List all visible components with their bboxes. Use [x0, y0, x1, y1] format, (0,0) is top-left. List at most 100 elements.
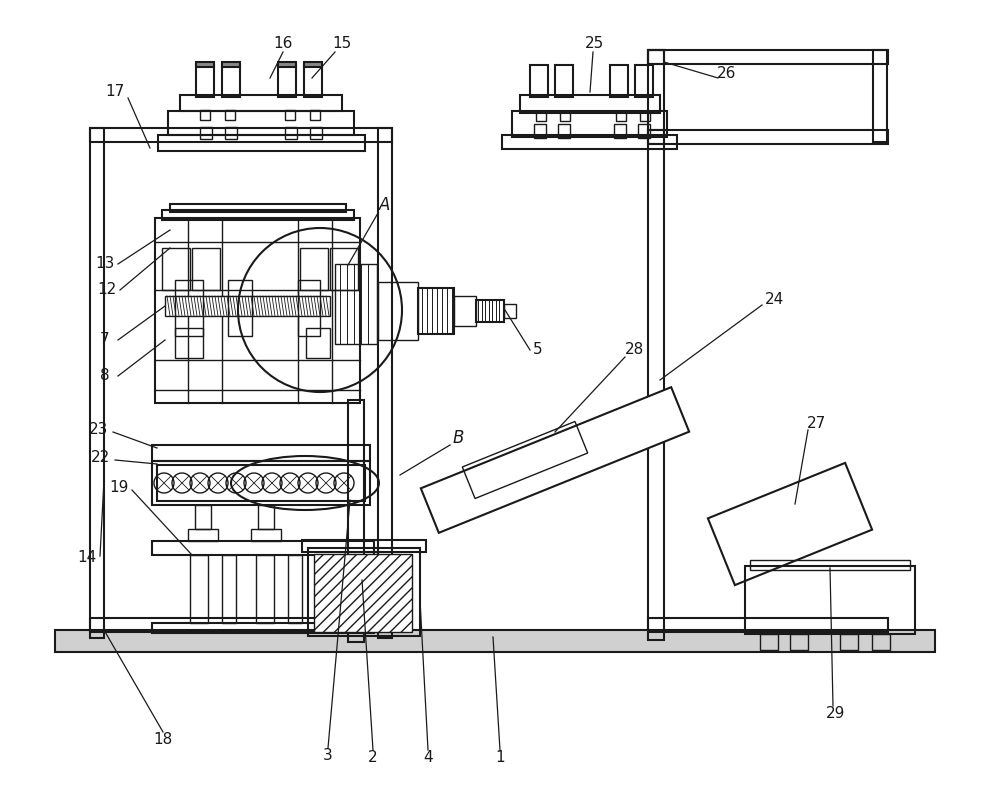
Bar: [162, 248, 190, 290]
Bar: [310, 110, 320, 120]
Bar: [558, 124, 570, 138]
Bar: [378, 128, 392, 638]
Bar: [648, 50, 664, 64]
Text: 5: 5: [533, 342, 543, 358]
Bar: [196, 62, 214, 67]
Bar: [378, 282, 418, 340]
Text: 13: 13: [95, 257, 115, 271]
Bar: [512, 111, 667, 137]
Bar: [90, 618, 392, 632]
Bar: [648, 130, 664, 144]
Bar: [616, 111, 626, 121]
Bar: [168, 111, 354, 135]
Text: 29: 29: [826, 706, 846, 721]
Text: 25: 25: [585, 37, 605, 51]
Bar: [195, 505, 211, 529]
Bar: [170, 204, 346, 212]
Bar: [304, 65, 322, 97]
Bar: [196, 65, 214, 97]
Bar: [90, 128, 392, 142]
Text: 12: 12: [97, 282, 117, 298]
Text: 4: 4: [423, 750, 433, 766]
Bar: [157, 465, 365, 501]
Bar: [180, 95, 342, 111]
Text: 19: 19: [109, 479, 129, 494]
Bar: [648, 618, 888, 632]
Text: 14: 14: [77, 550, 97, 566]
Bar: [278, 62, 296, 67]
Bar: [310, 127, 322, 139]
Bar: [225, 110, 235, 120]
Bar: [534, 124, 546, 138]
Bar: [840, 634, 858, 650]
Bar: [638, 124, 650, 138]
Bar: [200, 110, 210, 120]
Text: 22: 22: [91, 450, 111, 466]
Bar: [555, 65, 573, 97]
Bar: [152, 623, 374, 633]
Bar: [285, 110, 295, 120]
Bar: [614, 124, 626, 138]
Bar: [258, 505, 274, 529]
Bar: [55, 630, 935, 652]
Bar: [418, 288, 454, 334]
Text: 16: 16: [273, 37, 293, 51]
Text: B: B: [452, 429, 464, 447]
Bar: [335, 264, 377, 344]
Bar: [222, 65, 240, 97]
Bar: [256, 555, 274, 623]
Bar: [158, 135, 365, 151]
Text: A: A: [379, 196, 391, 214]
Text: 17: 17: [105, 83, 125, 98]
Bar: [175, 328, 203, 358]
Text: 8: 8: [100, 369, 110, 383]
Text: 15: 15: [332, 37, 352, 51]
Bar: [504, 304, 516, 318]
Bar: [300, 248, 328, 290]
Bar: [302, 540, 426, 552]
Bar: [530, 65, 548, 97]
Bar: [635, 65, 653, 97]
Bar: [162, 210, 354, 220]
Bar: [648, 50, 888, 64]
Bar: [306, 328, 330, 358]
Bar: [348, 400, 364, 642]
Bar: [873, 50, 887, 142]
Bar: [285, 127, 297, 139]
Bar: [648, 130, 888, 144]
Bar: [330, 248, 358, 290]
Bar: [640, 111, 650, 121]
Bar: [560, 111, 570, 121]
Bar: [750, 560, 910, 570]
Text: 1: 1: [495, 750, 505, 766]
Bar: [760, 634, 778, 650]
Bar: [610, 65, 628, 97]
Bar: [314, 554, 412, 632]
Bar: [308, 548, 420, 636]
Bar: [872, 634, 890, 650]
Bar: [200, 127, 212, 139]
Text: 3: 3: [323, 749, 333, 763]
Bar: [222, 62, 240, 67]
Bar: [228, 280, 252, 336]
Bar: [476, 300, 504, 322]
Bar: [225, 127, 237, 139]
Bar: [536, 111, 546, 121]
Bar: [304, 62, 322, 67]
Text: 7: 7: [100, 333, 110, 347]
Bar: [152, 541, 374, 555]
Bar: [90, 128, 104, 638]
Bar: [192, 248, 220, 290]
Text: 28: 28: [624, 342, 644, 358]
Bar: [502, 135, 677, 149]
Text: 18: 18: [153, 733, 173, 747]
Bar: [188, 529, 218, 541]
Text: 2: 2: [368, 750, 378, 766]
Polygon shape: [708, 463, 872, 585]
Bar: [454, 296, 476, 326]
Text: 24: 24: [765, 293, 785, 307]
Bar: [152, 445, 370, 461]
Bar: [745, 566, 915, 634]
Bar: [165, 296, 330, 316]
Bar: [520, 95, 660, 113]
